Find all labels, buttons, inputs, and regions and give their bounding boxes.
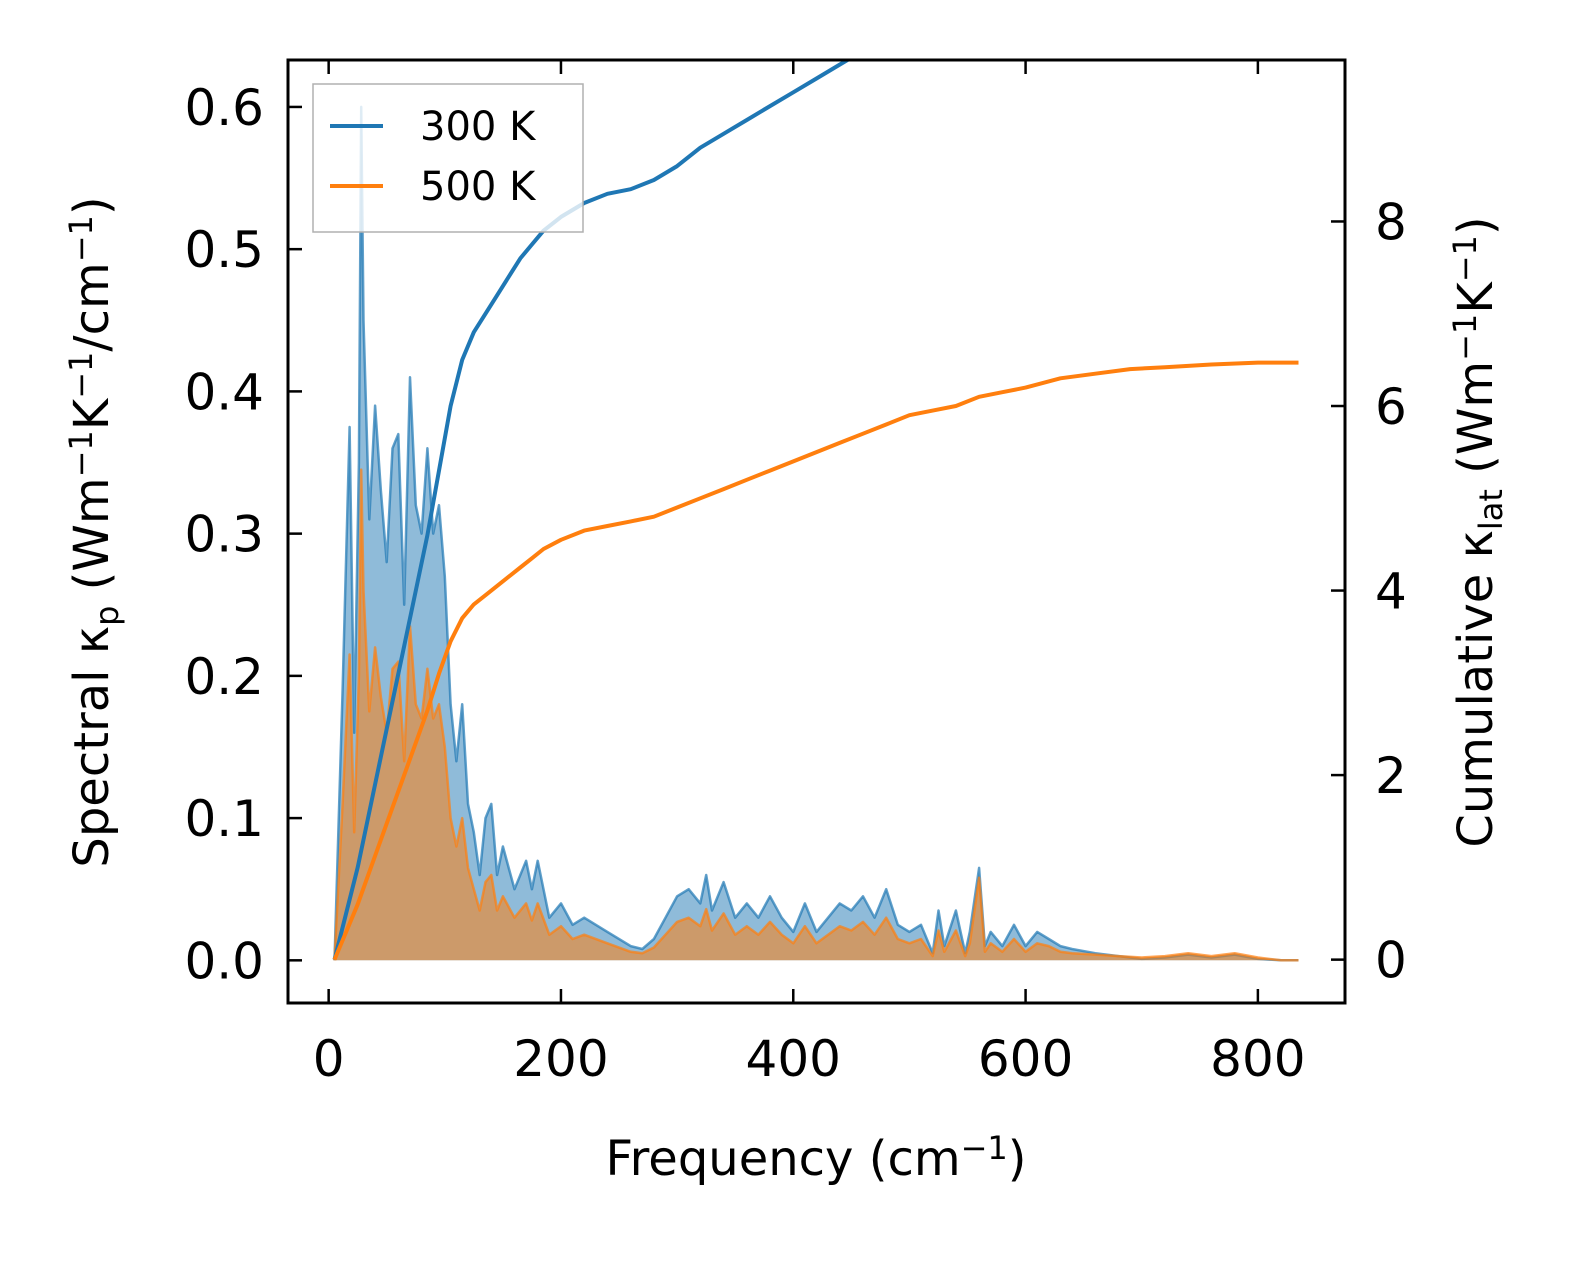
spectral-area-500k <box>334 469 1299 961</box>
spectral-outline-300k <box>333 105 1299 962</box>
x-tick-label: 600 <box>978 1030 1073 1088</box>
y-axis-left-title: Spectral κp (Wm−1K−1/cm−1) <box>62 196 126 867</box>
y-left-tick-label: 0.0 <box>184 932 264 990</box>
axes-frame <box>286 58 1347 1005</box>
y-left-tick-label: 0.1 <box>184 790 264 848</box>
x-tick-label: 400 <box>746 1030 841 1088</box>
axes: 0 200 400 600 800 0.0 0.1 0.2 0.3 0.4 0.5 0.6 0 2 4 6 8 <box>184 58 1407 1088</box>
cumulative-line-300k <box>332 60 852 961</box>
plot-area <box>332 60 1299 962</box>
legend-label-500k: 500 K <box>420 164 537 210</box>
y-right-tick-label: 0 <box>1375 932 1407 990</box>
y-left-tick-label: 0.6 <box>184 79 264 137</box>
legend: 300 K 500 K <box>312 83 584 233</box>
y-left-tick-label: 0.4 <box>184 363 264 421</box>
legend-box <box>312 83 584 233</box>
y-right-tick-label: 8 <box>1375 193 1407 251</box>
legend-label-300k: 300 K <box>420 104 537 150</box>
x-axis-title: Frequency (cm−1) <box>605 1129 1026 1187</box>
x-tick-label: 200 <box>513 1030 608 1088</box>
cumulative-line-500k <box>332 360 1299 961</box>
x-tick-label: 0 <box>313 1030 345 1088</box>
y-right-tick-label: 6 <box>1375 378 1407 436</box>
spectral-outline-500k <box>333 468 1299 962</box>
y-left-tick-label: 0.2 <box>184 648 264 706</box>
y-left-tick-label: 0.3 <box>184 506 264 564</box>
y-axis-right-title: Cumulative κlat (Wm−1K−1) <box>1446 216 1510 847</box>
y-right-tick-label: 4 <box>1375 563 1407 621</box>
x-tick-label: 800 <box>1210 1030 1305 1088</box>
y-right-tick-label: 2 <box>1375 747 1407 805</box>
y-left-tick-label: 0.5 <box>184 221 264 279</box>
